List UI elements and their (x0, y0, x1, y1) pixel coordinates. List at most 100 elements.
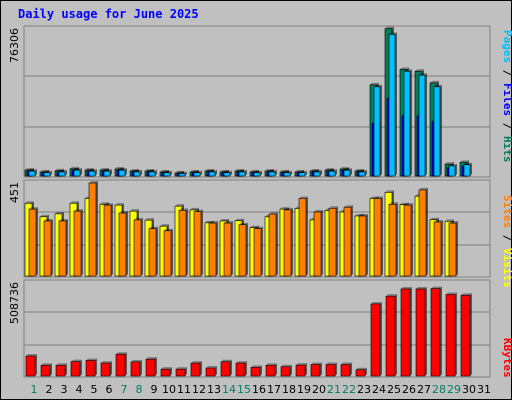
bar-files-top (357, 169, 364, 172)
bar-kbytes-top (371, 301, 382, 304)
bar-kbytes (340, 364, 351, 377)
legend-text: Files (501, 83, 512, 116)
bar-kbytes-side (95, 358, 97, 376)
bar-pages-top (434, 84, 442, 87)
day-label: 24 (372, 383, 386, 396)
legend-kbytes-panel: KBytes (501, 338, 512, 378)
bar-hits-top (295, 169, 304, 172)
bar-visits-top (445, 219, 454, 222)
bar-files-top (102, 169, 109, 172)
bar-pages-side (350, 168, 352, 176)
bar-hits-top (115, 167, 124, 170)
bar-hits-top (355, 168, 364, 171)
bar-pages-top (314, 169, 322, 172)
bar-kbytes (130, 361, 141, 377)
bar-kbytes-side (200, 361, 202, 376)
day-label: 1 (31, 383, 38, 396)
bar-sites-side (66, 218, 68, 276)
bar-pages-top (419, 73, 427, 76)
bar-visits-top (355, 213, 364, 216)
bar-kbytes (175, 368, 186, 377)
bar-hits-top (280, 169, 289, 172)
bar-files-top (342, 168, 349, 171)
bar-hits-top (265, 168, 274, 171)
legend-text: Visits (501, 248, 512, 288)
bar-hits-top (415, 69, 424, 72)
bar-sites-side (96, 181, 98, 276)
bar-pages-side (35, 169, 37, 176)
y-max-label-hits: 76306 (8, 28, 21, 63)
bar-sites-side (186, 208, 188, 276)
bar-sites-top (314, 210, 323, 213)
day-label: 17 (267, 383, 281, 396)
bar-sites-top (149, 226, 158, 229)
bar-pages-top (449, 163, 457, 166)
bar-files-top (147, 169, 154, 172)
bar-pages-side (95, 169, 97, 176)
bar-visits-top (115, 203, 124, 206)
bar-sites-top (194, 209, 203, 212)
bar-files-top (207, 169, 214, 172)
bar-pages-side (200, 170, 202, 176)
bar-hits-top (250, 169, 259, 172)
bar-kbytes-top (161, 367, 172, 370)
bar-kbytes (250, 367, 261, 377)
bar-sites (283, 209, 292, 277)
bar-sites (268, 213, 277, 277)
bar-sites-side (216, 221, 218, 276)
bar-sites-top (59, 218, 68, 221)
bar-kbytes-top (356, 367, 367, 370)
bar-pages-side (155, 169, 157, 176)
bar-kbytes-side (455, 292, 457, 376)
bar-files-top (267, 169, 274, 172)
legend-text: Hits (501, 136, 512, 163)
bar-sites-top (449, 221, 458, 224)
bar-pages-side (290, 170, 292, 176)
bar-pages-side (185, 171, 187, 176)
bar-kbytes (85, 360, 96, 377)
bar-pages-side (110, 169, 112, 176)
bar-sites (448, 222, 457, 277)
bar-kbytes (265, 364, 276, 377)
day-label: 23 (357, 383, 371, 396)
bar-sites (208, 222, 217, 277)
bar-pages-side (470, 162, 472, 176)
bar-kbytes (145, 358, 156, 377)
bar-kbytes-side (305, 363, 307, 376)
bar-kbytes-top (101, 361, 112, 364)
bar-hits-top (385, 26, 394, 29)
bar-pages-side (245, 169, 247, 176)
day-label: 27 (417, 383, 431, 396)
bar-sites (133, 219, 142, 277)
bar-sites (148, 228, 157, 277)
bar-sites-side (366, 213, 368, 276)
bar-sites (433, 221, 442, 277)
bar-sites (373, 198, 382, 277)
bar-sites-side (441, 220, 443, 276)
bar-kbytes-top (311, 362, 322, 365)
bar-pages-top (29, 169, 37, 172)
bar-files-top (27, 169, 34, 172)
day-label: 29 (447, 383, 461, 396)
day-label: 9 (151, 383, 158, 396)
bar-kbytes-top (86, 358, 97, 361)
bar-sites-side (36, 207, 38, 276)
bar-pages-side (380, 84, 382, 176)
bar-files-top (297, 170, 304, 173)
bar-files-top (222, 170, 229, 173)
bar-files-top (312, 169, 319, 172)
bar-kbytes-top (41, 363, 52, 366)
bar-sites (163, 230, 172, 277)
bar-visits-top (190, 207, 199, 210)
bar-pages-side (215, 169, 217, 176)
day-label: 10 (162, 383, 176, 396)
bar-files-top (192, 170, 199, 173)
bar-hits-top (190, 169, 199, 172)
bar-files-top (42, 170, 49, 173)
bar-kbytes-top (176, 367, 187, 370)
bar-sites-top (299, 196, 308, 199)
bar-pages-side (50, 170, 52, 176)
bar-sites-side (261, 226, 263, 276)
bar-kbytes-top (221, 359, 232, 362)
bar-sites (238, 224, 247, 277)
